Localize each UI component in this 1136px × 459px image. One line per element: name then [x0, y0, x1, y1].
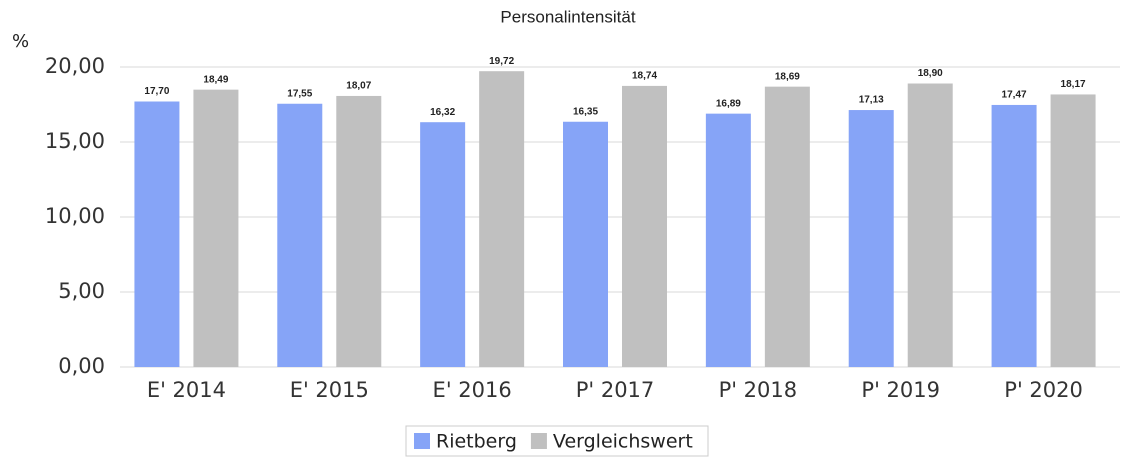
x-tick-label: E' 2015 — [290, 378, 369, 402]
bar — [848, 110, 894, 368]
x-tick-label: E' 2014 — [147, 378, 226, 402]
value-label: 16,89 — [716, 98, 741, 109]
value-label: 18,90 — [918, 68, 943, 79]
value-label: 17,55 — [287, 88, 312, 99]
y-tick-label: 0,00 — [58, 354, 105, 378]
bar — [907, 83, 953, 367]
y-tick-label: 20,00 — [45, 54, 105, 78]
y-axis-label: % — [12, 31, 29, 52]
x-tick-label: E' 2016 — [433, 378, 512, 402]
bar — [563, 121, 608, 367]
value-label: 16,32 — [430, 107, 455, 118]
bar — [134, 101, 180, 367]
bar — [991, 104, 1037, 367]
x-tick-label: P' 2020 — [1004, 378, 1083, 402]
legend-box — [405, 425, 709, 457]
y-tick-label: 5,00 — [58, 279, 105, 303]
x-tick-label: P' 2017 — [576, 378, 655, 402]
bar — [479, 71, 525, 367]
value-label: 16,35 — [573, 106, 598, 117]
bar — [1050, 94, 1096, 367]
value-label: 18,17 — [1061, 79, 1086, 90]
legend-swatch — [414, 433, 430, 449]
value-label: 18,49 — [203, 74, 228, 85]
bar — [764, 86, 810, 368]
value-label: 17,70 — [144, 86, 169, 97]
value-label: 17,13 — [859, 95, 884, 106]
bar — [420, 122, 466, 367]
value-label: 18,07 — [346, 81, 371, 92]
y-tick-label: 10,00 — [45, 204, 105, 228]
legend-swatch — [530, 433, 547, 449]
bar — [277, 103, 323, 367]
x-tick-label: P' 2019 — [861, 378, 940, 402]
value-label: 19,72 — [489, 56, 514, 67]
legend-label: Vergleichswert — [553, 431, 693, 453]
value-label: 18,74 — [632, 71, 657, 82]
chart-title: Personalintensität — [500, 7, 635, 26]
y-tick-label: 15,00 — [45, 129, 105, 153]
legend-label: Rietberg — [436, 431, 517, 453]
bar — [193, 89, 239, 368]
value-label: 18,69 — [775, 71, 800, 82]
bar — [622, 85, 667, 368]
bar — [336, 95, 382, 367]
bar — [705, 113, 751, 368]
value-label: 17,47 — [1002, 90, 1027, 101]
x-tick-label: P' 2018 — [719, 378, 798, 402]
